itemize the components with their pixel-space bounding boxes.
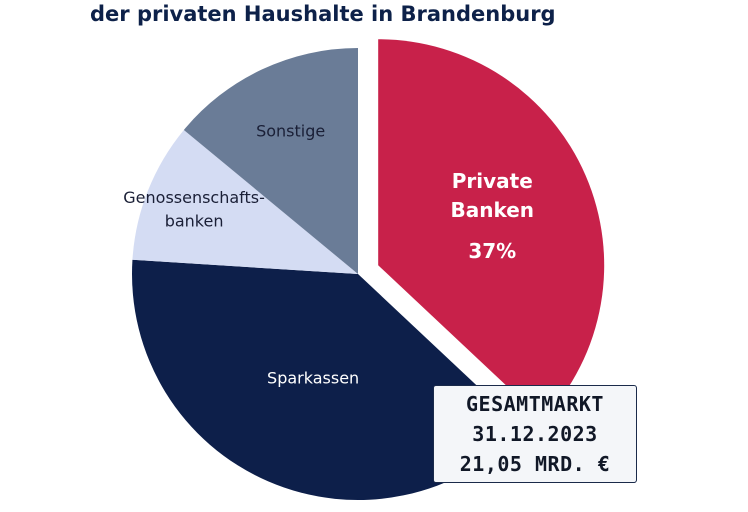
slice-label-4-line-1: Sonstige bbox=[256, 121, 325, 140]
slice-label-1-line-1: Private bbox=[452, 169, 533, 193]
total-market-volume: 21,05 MRD. € bbox=[459, 452, 611, 476]
slice-label-3-line-1: Genossenschafts- bbox=[123, 188, 265, 207]
slice-label-1-line-2: Banken bbox=[450, 198, 534, 222]
pie-slice-2 bbox=[132, 259, 523, 500]
total-market-box: GESAMTMARKT 31.12.2023 21,05 MRD. € bbox=[433, 385, 637, 483]
pie-slice-3 bbox=[132, 129, 358, 274]
pie-slice-4 bbox=[183, 48, 358, 274]
slice-value-label-1: 37% bbox=[468, 239, 516, 263]
total-market-date: 31.12.2023 bbox=[472, 422, 598, 446]
slice-label-2-line-1: Sparkassen bbox=[267, 368, 359, 387]
slice-label-3-line-2: banken bbox=[165, 211, 224, 230]
total-market-label: GESAMTMARKT bbox=[466, 392, 604, 416]
pie-slice-1 bbox=[378, 39, 605, 420]
chart-title: der privaten Haushalte in Brandenburg bbox=[90, 2, 556, 26]
